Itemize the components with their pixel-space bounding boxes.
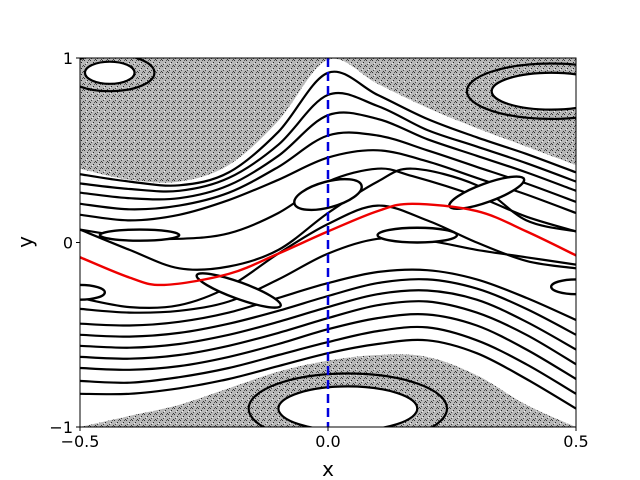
y-axis-label: y	[13, 236, 37, 248]
x-axis-label: x	[322, 457, 334, 480]
island-orbit-5	[376, 226, 459, 244]
resonance-loop-1	[83, 60, 136, 85]
resonance-loop-8	[247, 372, 449, 427]
orbit-curve-8	[80, 204, 576, 310]
x-tick-label: −0.5	[61, 432, 100, 451]
resonance-loop-2	[80, 58, 156, 93]
island-orbit-2	[195, 272, 282, 309]
island-orbit-1	[98, 228, 181, 242]
orbit-curve-12	[80, 289, 576, 351]
resonance-loop-5	[465, 62, 576, 120]
plot-area	[80, 58, 576, 427]
island-orbit-3	[80, 283, 106, 301]
x-tick-label: 0.5	[563, 432, 588, 451]
y-tick-label: 0	[63, 234, 73, 253]
island-orbit-7	[550, 278, 576, 296]
x-tick-label: 0.0	[315, 432, 340, 451]
chaotic-sea-upper	[80, 58, 576, 183]
resonance-loop-4	[490, 71, 576, 111]
y-tick-label: −1	[49, 418, 73, 437]
island-orbit-4	[293, 177, 363, 212]
resonance-loop-7	[277, 385, 419, 427]
orbit-curve-9	[80, 236, 576, 314]
y-tick-label: 1	[63, 49, 73, 68]
